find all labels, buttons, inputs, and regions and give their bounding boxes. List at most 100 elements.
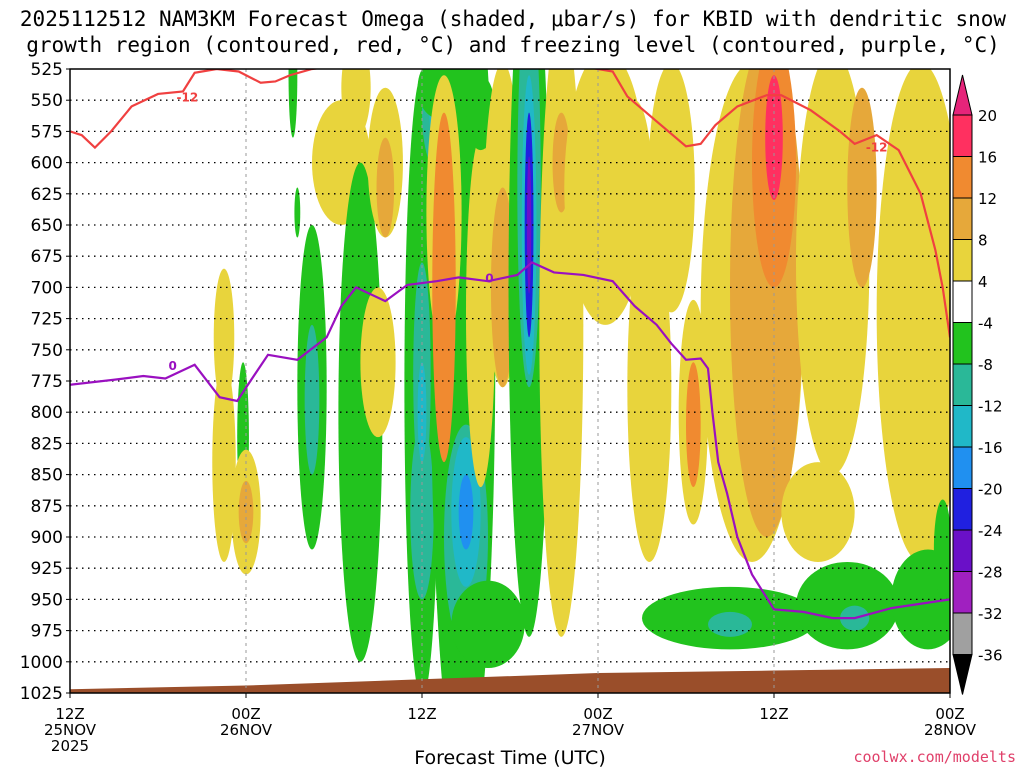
colorbar-bin [952,114,973,157]
y-tick-label: 725 [31,310,63,330]
y-tick-label: 950 [31,590,63,610]
y-tick-label: 675 [31,247,63,267]
freezing-level-contour-line [70,261,950,620]
y-tick-label: 750 [31,341,63,361]
omega-shading [212,69,950,693]
freezing-contour-label: 0 [168,359,176,373]
y-tick-label: 1025 [20,684,63,704]
colorbar-label: -4 [978,315,993,333]
y-tick-label: 650 [31,216,63,236]
y-tick-label: 775 [31,372,63,392]
omega-region [212,362,236,562]
colorbar-label: 4 [978,273,988,291]
colorbar-label: -8 [978,356,993,374]
omega-region [451,580,525,669]
colorbar-label: 8 [978,232,988,250]
colorbar-label: -16 [978,439,1003,457]
colorbar-bin [952,529,973,572]
freezing-contour-label: 0 [485,272,493,286]
colorbar-bin [952,322,973,365]
omega-region [360,287,396,438]
y-tick-label: 925 [31,559,63,579]
y-tick-label: 700 [31,278,63,298]
colorbar-label: -12 [978,398,1003,416]
colorbar-bin [952,156,973,199]
x-tick-label: 27NOV [572,721,625,739]
omega-region [438,337,450,438]
y-tick-label: 900 [31,528,63,548]
colorbar-bin [952,197,973,240]
omega-region [304,324,320,475]
chart-title-line2: growth region (contoured, red, °C) and f… [26,33,1000,57]
omega-region [847,87,877,288]
y-tick-label: 625 [31,185,63,205]
grid [70,69,950,693]
omega-region [627,212,672,562]
x-tick-label: 12Z [55,705,84,723]
x-tick-label: 26NOV [220,721,273,739]
omega-region [933,499,950,600]
colorbar-label: -36 [978,647,1003,665]
colorbar-bottom-arrow [952,654,973,695]
omega-region [708,611,752,637]
y-tick-label: 875 [31,497,63,517]
x-tick-label: 12Z [407,705,436,723]
colorbar-bin [952,280,973,323]
y-tick-label: 600 [31,154,63,174]
dgz-contour-label: -12 [294,57,316,71]
y-tick-label: 550 [31,91,63,111]
colorbar-bin [952,488,973,531]
x-tick-label: 00Z [231,705,260,723]
colorbar-bin [952,363,973,406]
y-tick-label: 825 [31,434,63,454]
colorbar-label: 12 [978,190,997,208]
colorbar-bin [952,405,973,448]
colorbar-bin [952,239,973,282]
omega-region [526,156,532,294]
omega-region [765,75,783,201]
colorbar-bin [952,571,973,614]
chart-title-line1: 2025112512 NAM3KM Forecast Omega (shaded… [20,7,1007,31]
omega-region [294,187,301,238]
omega-region [458,474,474,550]
x-tick-label: 25NOV [44,721,97,739]
colorbar-label: 16 [978,149,997,167]
colorbar-top-arrow [952,74,973,116]
colorbar: 20 16 12 8 4 -4 -8 -12 -16 -20 -24 -28 -32 -36 [952,74,1003,695]
contours: -12 -12 -12 0 0 [70,57,950,620]
x-tick-label: 2025 [51,737,89,755]
omega-region [288,69,298,138]
x-tick-label: 12Z [759,705,788,723]
x-tick-label: 28NOV [924,721,977,739]
x-tick-label: 00Z [583,705,612,723]
colorbar-bin [952,446,973,489]
colorbar-label: 20 [978,107,997,125]
y-tick-label: 575 [31,122,63,142]
omega-region [781,462,855,562]
y-tick-label: 975 [31,622,63,642]
dgz-contour-label: -12 [176,91,198,105]
dgz-contour-line [70,69,950,338]
omega-region [796,561,899,650]
omega-region [376,137,395,238]
omega-region [686,362,701,488]
x-axis-label: Forecast Time (UTC) [414,747,605,768]
terrain [70,668,950,693]
y-tick-label: 800 [31,403,63,423]
colorbar-label: -28 [978,564,1003,582]
omega-region [432,112,456,463]
colorbar-label: -32 [978,605,1003,623]
y-tick-label: 850 [31,466,63,486]
colorbar-label: -20 [978,481,1003,499]
omega-region [341,69,371,138]
y-tick-label: 525 [31,60,63,80]
terrain-fill [70,668,950,693]
y-tick-label: 1000 [20,653,63,673]
dgz-contour-label: -12 [866,141,888,155]
omega-region [876,69,950,562]
colorbar-bin [952,612,973,655]
x-tick-label: 00Z [935,705,964,723]
y-axis-ticks: 525 550 575 600 625 650 675 700 725 750 775 800 825 8… [20,60,70,704]
